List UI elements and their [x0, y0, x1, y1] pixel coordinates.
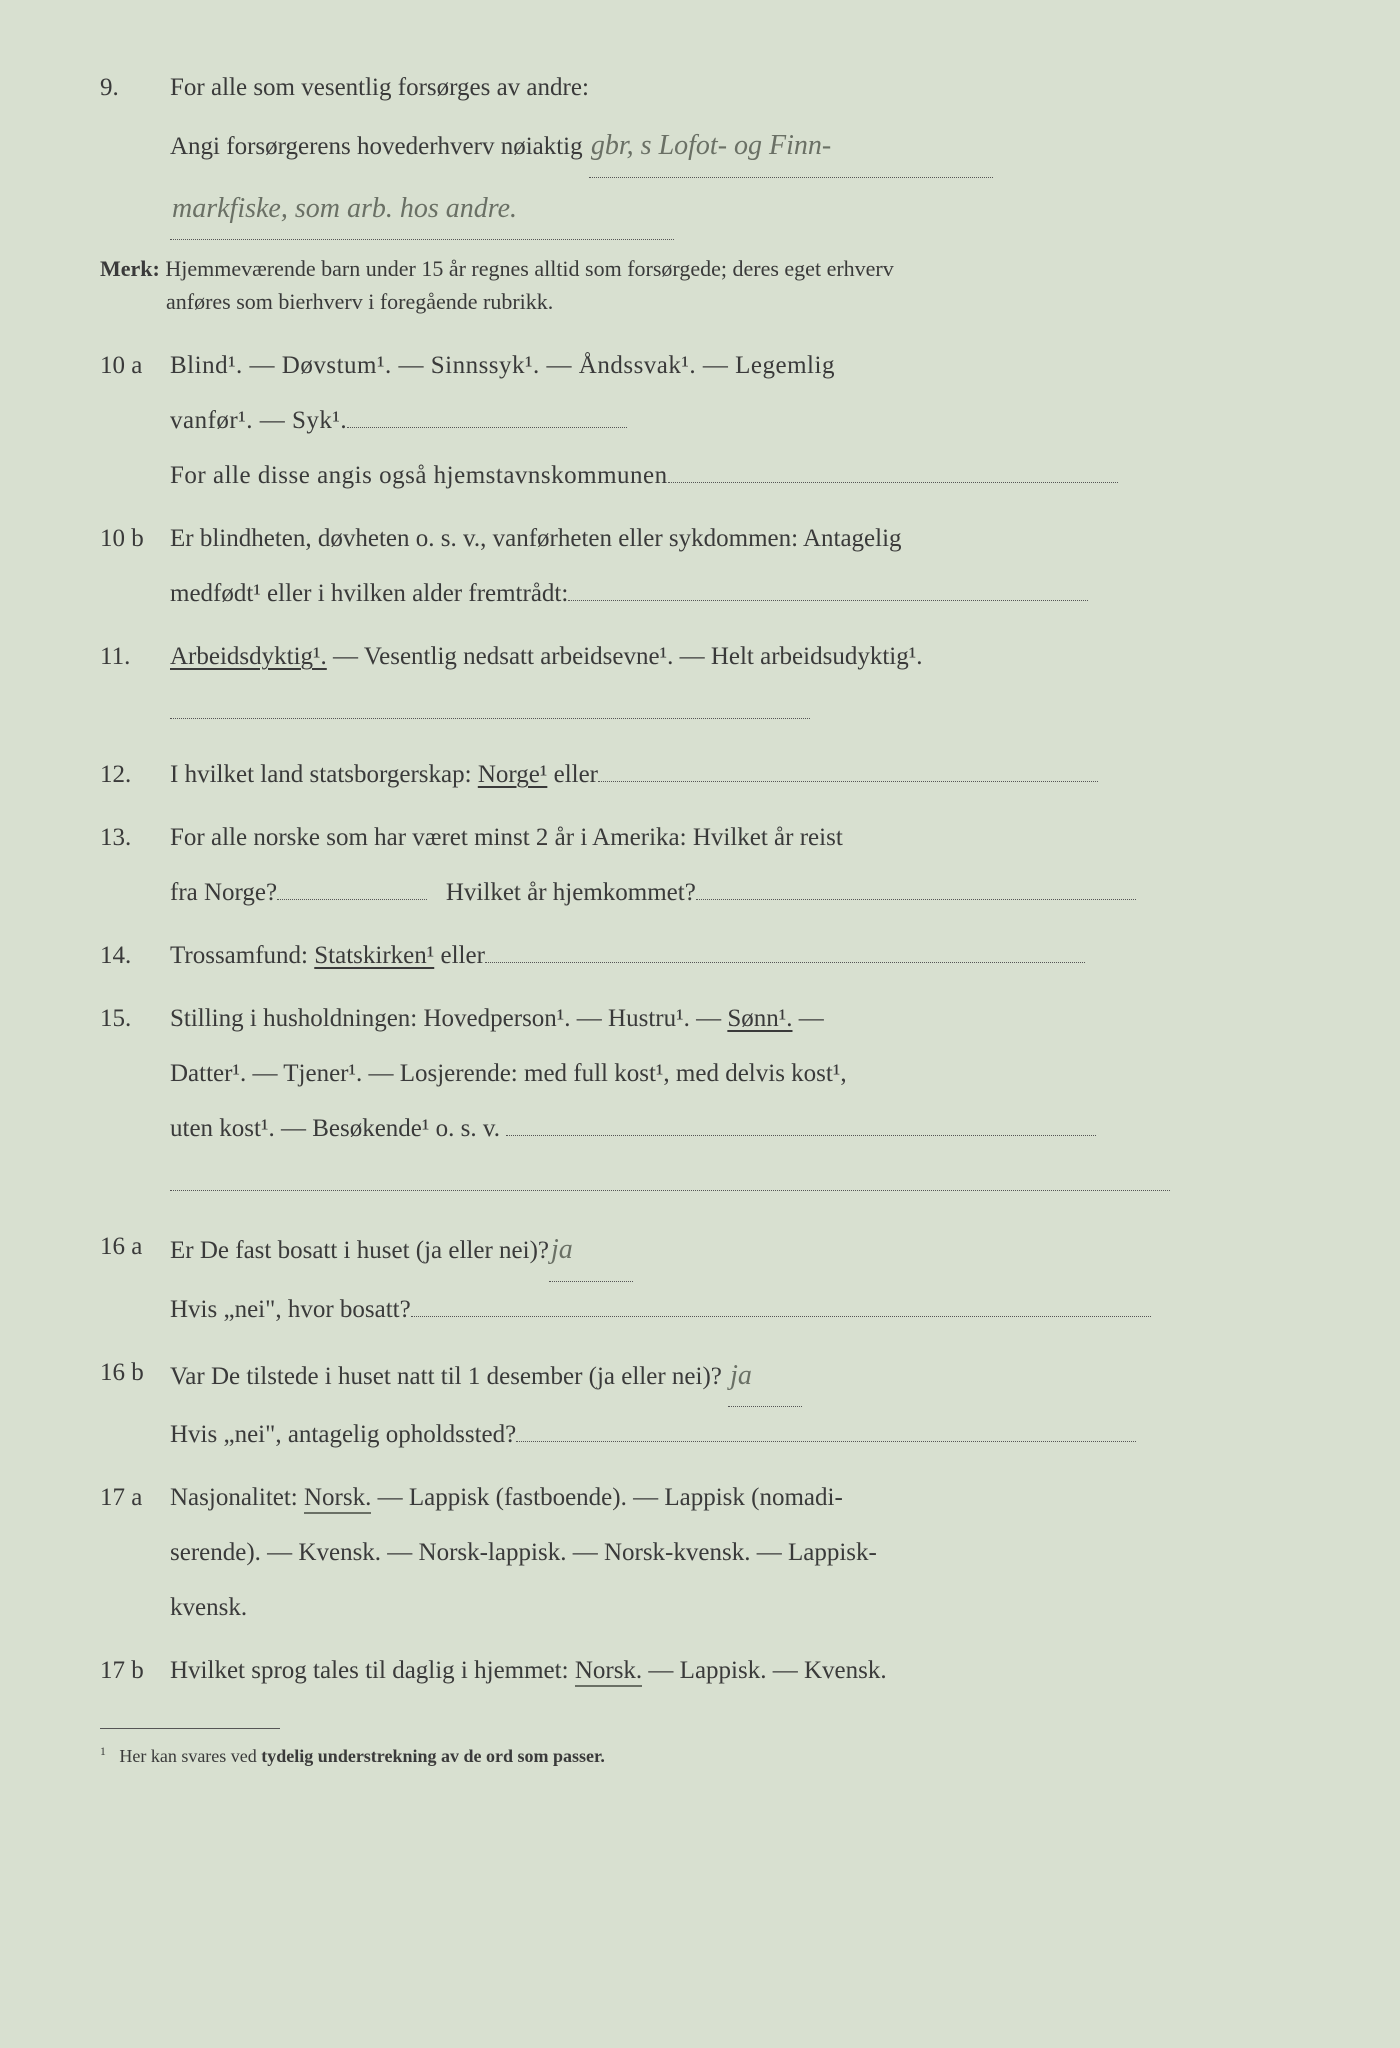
question-17b: 17 b Hvilket sprog tales til daglig i hj… [100, 1643, 1320, 1698]
q11-number: 11. [100, 629, 170, 739]
footnote: 1 Her kan svares ved tydelig understrekn… [100, 1737, 1320, 1777]
q13-line2a: fra Norge? [170, 879, 277, 906]
merk-note: Merk: Hjemmeværende barn under 15 år reg… [100, 252, 1320, 318]
q10a-options: Blind¹. — Døvstum¹. — Sinnssyk¹. — Åndss… [170, 352, 835, 379]
question-15: 15. Stilling i husholdningen: Hovedperso… [100, 991, 1320, 1211]
merk-label: Merk: [100, 256, 160, 281]
q16b-number: 16 b [100, 1345, 170, 1463]
q16a-line1: Er De fast bosatt i huset (ja eller nei)… [170, 1237, 549, 1264]
q14-fill [485, 962, 1085, 963]
q14-prefix: Trossamfund: [170, 942, 314, 969]
q17a-line3: kvensk. [170, 1594, 247, 1621]
question-16b: 16 b Var De tilstede i huset natt til 1 … [100, 1345, 1320, 1463]
census-form-page: 9. For alle som vesentlig forsørges av a… [0, 0, 1400, 1817]
q15-number: 15. [100, 991, 170, 1211]
q10a-line3: For alle disse angis også hjemstavnskomm… [170, 462, 668, 489]
q13-line1: For alle norske som har været minst 2 år… [170, 824, 843, 851]
merk-text1: Hjemmeværende barn under 15 år regnes al… [165, 256, 893, 281]
question-13: 13. For alle norske som har været minst … [100, 810, 1320, 920]
q10b-line2: medfødt¹ eller i hvilken alder fremtrådt… [170, 580, 568, 607]
q17b-prefix: Hvilket sprog tales til daglig i hjemmet… [170, 1657, 575, 1684]
q16b-line2: Hvis „nei", antagelig opholdssted? [170, 1421, 516, 1448]
q10b-line1: Er blindheten, døvheten o. s. v., vanfør… [170, 525, 902, 552]
q17a-content: Nasjonalitet: Norsk. — Lappisk (fastboen… [170, 1470, 1320, 1635]
q12-content: I hvilket land statsborgerskap: Norge¹ e… [170, 747, 1320, 802]
q13-line2b: Hvilket år hjemkommet? [446, 879, 696, 906]
q16b-content: Var De tilstede i huset natt til 1 desem… [170, 1345, 1320, 1463]
q15-line1a: Stilling i husholdningen: Hovedperson¹. … [170, 1005, 727, 1032]
question-11: 11. Arbeidsdyktig¹. — Vesentlig nedsatt … [100, 629, 1320, 739]
q16b-handwritten: ja [728, 1345, 802, 1408]
q11-opt1: Arbeidsdyktig¹. [170, 643, 327, 670]
question-9: 9. For alle som vesentlig forsørges av a… [100, 60, 1320, 240]
question-14: 14. Trossamfund: Statskirken¹ eller [100, 928, 1320, 983]
q13-number: 13. [100, 810, 170, 920]
q13-fill1 [277, 899, 427, 900]
q16a-fill [411, 1316, 1151, 1317]
q11-fill [170, 718, 810, 719]
q12-suffix: eller [547, 761, 598, 788]
q14-content: Trossamfund: Statskirken¹ eller [170, 928, 1320, 983]
q17a-norsk: Norsk. [304, 1484, 371, 1514]
merk-text2: anføres som bierhverv i foregående rubri… [166, 289, 553, 314]
q10b-number: 10 b [100, 511, 170, 621]
q15-sonn: Sønn¹. [727, 1005, 792, 1032]
footnote-bold: tydelig understrekning av de ord som pas… [261, 1746, 605, 1766]
q15-content: Stilling i husholdningen: Hovedperson¹. … [170, 991, 1320, 1211]
q17a-number: 17 a [100, 1470, 170, 1635]
q17a-prefix: Nasjonalitet: [170, 1484, 304, 1511]
footnote-text: Her kan svares ved [119, 1746, 261, 1766]
q17b-content: Hvilket sprog tales til daglig i hjemmet… [170, 1643, 1320, 1698]
q10a-content: Blind¹. — Døvstum¹. — Sinnssyk¹. — Åndss… [170, 338, 1320, 503]
q12-norge: Norge¹ [478, 761, 548, 788]
q16a-handwritten: ja [549, 1219, 633, 1282]
q9-handwritten-1: gbr, s Lofot- og Finn- [589, 115, 993, 178]
q10b-content: Er blindheten, døvheten o. s. v., vanfør… [170, 511, 1320, 621]
q16b-fill [516, 1441, 1136, 1442]
question-16a: 16 a Er De fast bosatt i huset (ja eller… [100, 1219, 1320, 1337]
q17b-number: 17 b [100, 1643, 170, 1698]
question-10b: 10 b Er blindheten, døvheten o. s. v., v… [100, 511, 1320, 621]
footnote-rule [100, 1728, 280, 1729]
q9-content: For alle som vesentlig forsørges av andr… [170, 60, 1320, 240]
q16a-number: 16 a [100, 1219, 170, 1337]
q17b-norsk: Norsk. [575, 1657, 642, 1687]
q10a-line2: vanfør¹. — Syk¹. [170, 407, 347, 434]
q11-content: Arbeidsdyktig¹. — Vesentlig nedsatt arbe… [170, 629, 1320, 739]
q10b-fill [568, 600, 1088, 601]
q10a-fill1 [347, 427, 627, 428]
q17b-rest: — Lappisk. — Kvensk. [642, 1657, 886, 1684]
q15-line1c: — [793, 1005, 824, 1032]
q14-number: 14. [100, 928, 170, 983]
q9-line2-prefix: Angi forsørgerens hovederhverv nøiaktig [170, 133, 583, 160]
q9-number: 9. [100, 60, 170, 240]
footnote-marker: 1 [100, 1745, 106, 1758]
q12-prefix: I hvilket land statsborgerskap: [170, 761, 478, 788]
q15-fill1 [506, 1135, 1096, 1136]
q15-line3: uten kost¹. — Besøkende¹ o. s. v. [170, 1115, 500, 1142]
question-10a: 10 a Blind¹. — Døvstum¹. — Sinnssyk¹. — … [100, 338, 1320, 503]
q16b-line1: Var De tilstede i huset natt til 1 desem… [170, 1363, 722, 1390]
q12-number: 12. [100, 747, 170, 802]
question-12: 12. I hvilket land statsborgerskap: Norg… [100, 747, 1320, 802]
q16a-content: Er De fast bosatt i huset (ja eller nei)… [170, 1219, 1320, 1337]
q12-fill [598, 781, 1098, 782]
q13-content: For alle norske som har været minst 2 år… [170, 810, 1320, 920]
q9-handwritten-2: markfiske, som arb. hos andre. [170, 178, 674, 241]
q10a-fill2 [668, 482, 1118, 483]
q17a-line2: serende). — Kvensk. — Norsk-lappisk. — N… [170, 1539, 877, 1566]
q10a-number: 10 a [100, 338, 170, 503]
q9-line1: For alle som vesentlig forsørges av andr… [170, 74, 589, 101]
q15-fill2 [170, 1190, 1170, 1191]
q15-line2: Datter¹. — Tjener¹. — Losjerende: med fu… [170, 1060, 847, 1087]
q17a-rest1: — Lappisk (fastboende). — Lappisk (nomad… [371, 1484, 842, 1511]
q14-suffix: eller [434, 942, 485, 969]
q16a-line2: Hvis „nei", hvor bosatt? [170, 1296, 411, 1323]
q11-rest: — Vesentlig nedsatt arbeidsevne¹. — Helt… [327, 643, 923, 670]
q13-fill2 [696, 899, 1136, 900]
question-17a: 17 a Nasjonalitet: Norsk. — Lappisk (fas… [100, 1470, 1320, 1635]
q14-stats: Statskirken¹ [314, 942, 434, 969]
